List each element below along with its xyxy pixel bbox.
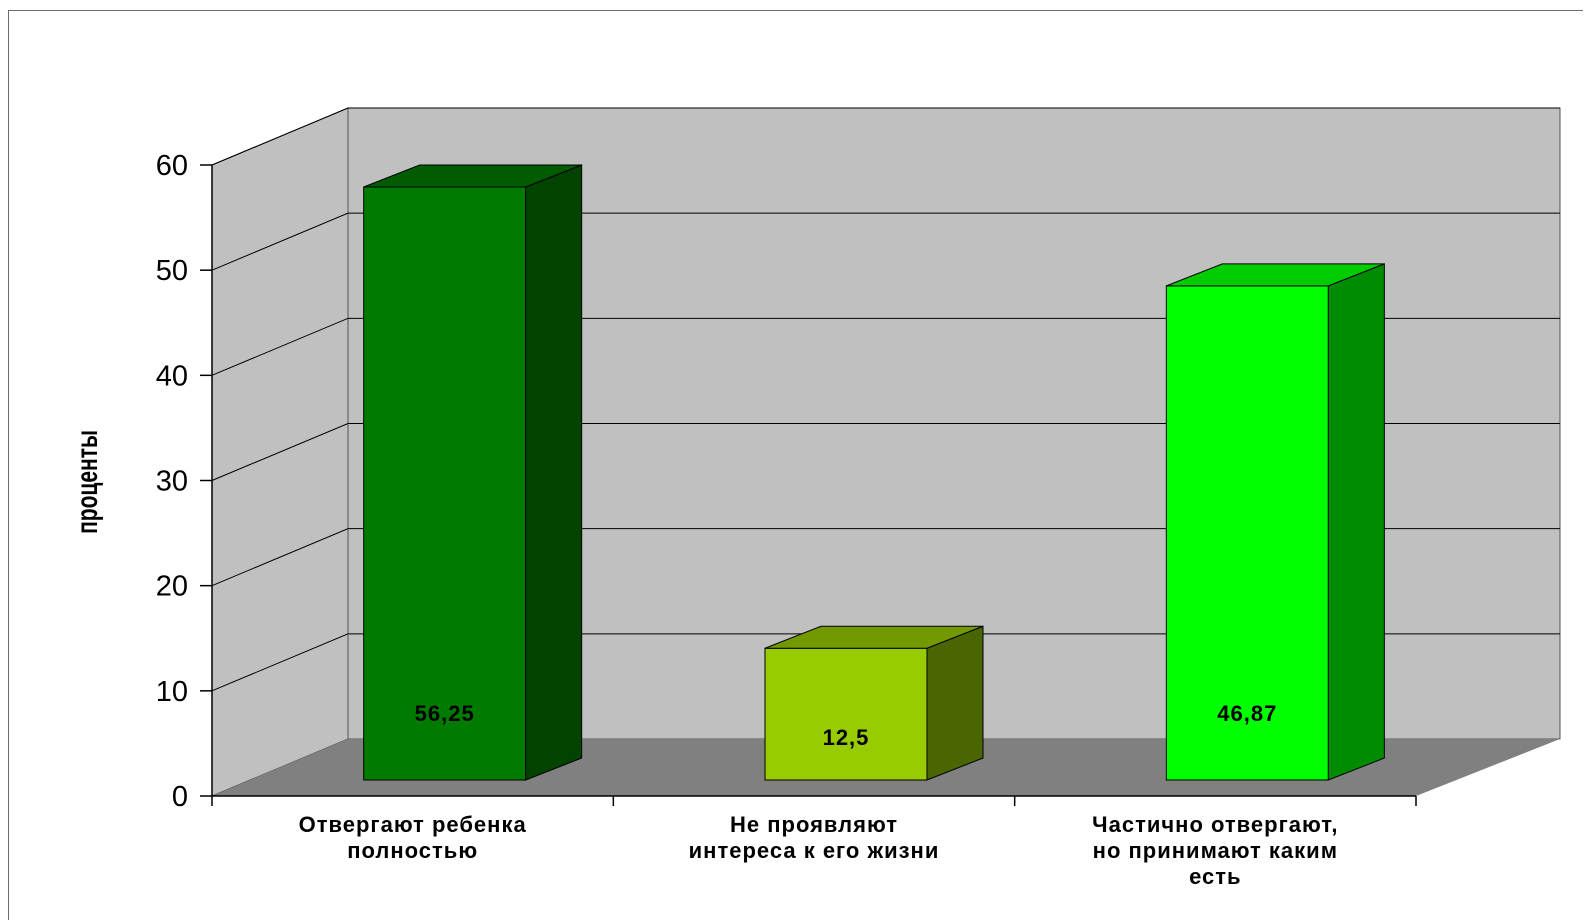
labels: 56,25 Отвергают ребенка полностью 12,5 Не пр… bbox=[299, 701, 1338, 889]
y-axis-label: проценты bbox=[72, 430, 104, 534]
gridline-10 bbox=[211, 633, 1560, 692]
data-label-1: 12,5 bbox=[823, 725, 870, 750]
bar-1 bbox=[764, 625, 984, 781]
y-tick-label-0: 0 bbox=[172, 781, 188, 813]
bar-top-0 bbox=[363, 164, 582, 188]
category-label-0: Отвергают ребенка полностью bbox=[299, 812, 527, 863]
y-tick-label-30: 30 bbox=[156, 466, 188, 498]
y-tick-label-20: 20 bbox=[156, 571, 188, 603]
gridline-40 bbox=[211, 317, 1560, 376]
bar-2 bbox=[1165, 263, 1385, 781]
bar-front-0 bbox=[363, 186, 527, 781]
bar-side-2 bbox=[1327, 263, 1385, 781]
bar-side-1 bbox=[926, 625, 984, 781]
y-tick-label-10: 10 bbox=[156, 676, 188, 708]
bar-0 bbox=[363, 164, 583, 781]
bar-front-1 bbox=[764, 647, 928, 781]
axes: 0 10 20 30 40 50 60 bbox=[156, 150, 1417, 813]
data-label-2: 46,87 bbox=[1217, 701, 1277, 726]
gridline-30 bbox=[211, 423, 1560, 481]
category-label-2: Частично отвергают, но принимают каким ест… bbox=[1092, 812, 1338, 889]
data-label-0: 56,25 bbox=[415, 701, 475, 726]
gridline-20 bbox=[211, 528, 1560, 587]
bar-top-2 bbox=[1166, 263, 1385, 287]
gridlines bbox=[211, 107, 1560, 692]
category-label-1: Не проявляют интереса к его жизни bbox=[689, 812, 940, 863]
bar-top-1 bbox=[764, 625, 984, 649]
bars bbox=[363, 164, 1385, 781]
y-tick-label-50: 50 bbox=[156, 255, 188, 287]
y-tick-label-60: 60 bbox=[156, 150, 188, 182]
gridline-60 bbox=[211, 107, 1560, 166]
bar-side-0 bbox=[525, 164, 583, 781]
gridline-50 bbox=[211, 212, 1560, 271]
y-tick-label-40: 40 bbox=[156, 360, 188, 392]
